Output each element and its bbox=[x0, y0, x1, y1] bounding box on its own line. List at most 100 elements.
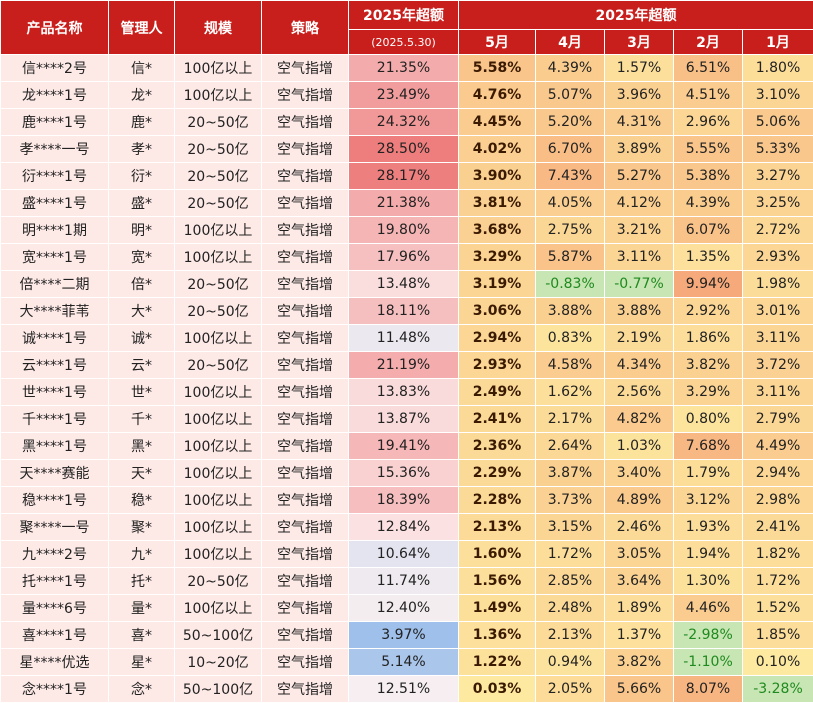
cell-jan-excess: 1.80% bbox=[743, 55, 813, 82]
cell-jan-excess: 1.52% bbox=[743, 595, 813, 622]
cell-apr-excess: 2.48% bbox=[536, 595, 605, 622]
cell-may-excess: 1.22% bbox=[459, 649, 536, 676]
cell-jan-excess: 2.98% bbox=[743, 487, 813, 514]
cell-manager: 鹿* bbox=[109, 109, 175, 136]
header-month-apr[interactable]: 4月 bbox=[536, 30, 605, 55]
cell-may-excess: 2.13% bbox=[459, 514, 536, 541]
cell-manager: 宽* bbox=[109, 244, 175, 271]
cell-ytd-excess: 21.38% bbox=[349, 190, 459, 217]
cell-jan-excess: 2.72% bbox=[743, 217, 813, 244]
cell-scale: 20~50亿 bbox=[175, 136, 262, 163]
cell-product-name: 诚****1号 bbox=[1, 325, 109, 352]
cell-strategy: 空气指增 bbox=[262, 514, 349, 541]
cell-apr-excess: 5.20% bbox=[536, 109, 605, 136]
cell-strategy: 空气指增 bbox=[262, 595, 349, 622]
cell-scale: 20~50亿 bbox=[175, 568, 262, 595]
cell-strategy: 空气指增 bbox=[262, 541, 349, 568]
cell-ytd-excess: 5.14% bbox=[349, 649, 459, 676]
cell-feb-excess: 1.94% bbox=[674, 541, 743, 568]
cell-may-excess: 3.81% bbox=[459, 190, 536, 217]
cell-mar-excess: 1.89% bbox=[605, 595, 674, 622]
cell-ytd-excess: 13.87% bbox=[349, 406, 459, 433]
cell-strategy: 空气指增 bbox=[262, 622, 349, 649]
cell-mar-excess: 4.82% bbox=[605, 406, 674, 433]
cell-mar-excess: 2.56% bbox=[605, 379, 674, 406]
cell-mar-excess: 2.19% bbox=[605, 325, 674, 352]
cell-scale: 20~50亿 bbox=[175, 352, 262, 379]
cell-apr-excess: 1.62% bbox=[536, 379, 605, 406]
cell-strategy: 空气指增 bbox=[262, 487, 349, 514]
cell-jan-excess: 2.93% bbox=[743, 244, 813, 271]
cell-manager: 喜* bbox=[109, 622, 175, 649]
cell-jan-excess: 3.10% bbox=[743, 82, 813, 109]
cell-apr-excess: 4.58% bbox=[536, 352, 605, 379]
cell-mar-excess: 5.66% bbox=[605, 676, 674, 703]
cell-apr-excess: 2.85% bbox=[536, 568, 605, 595]
cell-ytd-excess: 24.32% bbox=[349, 109, 459, 136]
cell-manager: 倍* bbox=[109, 271, 175, 298]
cell-jan-excess: 1.72% bbox=[743, 568, 813, 595]
cell-ytd-excess: 17.96% bbox=[349, 244, 459, 271]
cell-jan-excess: 3.11% bbox=[743, 325, 813, 352]
header-scale[interactable]: 规模 bbox=[175, 1, 262, 55]
cell-jan-excess: 3.27% bbox=[743, 163, 813, 190]
cell-feb-excess: 3.29% bbox=[674, 379, 743, 406]
cell-feb-excess: 4.46% bbox=[674, 595, 743, 622]
cell-manager: 云* bbox=[109, 352, 175, 379]
cell-strategy: 空气指增 bbox=[262, 406, 349, 433]
header-strategy[interactable]: 策略 bbox=[262, 1, 349, 55]
header-manager[interactable]: 管理人 bbox=[109, 1, 175, 55]
cell-feb-excess: 1.30% bbox=[674, 568, 743, 595]
cell-product-name: 龙****1号 bbox=[1, 82, 109, 109]
cell-strategy: 空气指增 bbox=[262, 352, 349, 379]
header-month-may[interactable]: 5月 bbox=[459, 30, 536, 55]
cell-strategy: 空气指增 bbox=[262, 379, 349, 406]
cell-mar-excess: 3.82% bbox=[605, 649, 674, 676]
cell-feb-excess: 9.94% bbox=[674, 271, 743, 298]
cell-manager: 明* bbox=[109, 217, 175, 244]
cell-apr-excess: 0.83% bbox=[536, 325, 605, 352]
cell-manager: 聚* bbox=[109, 514, 175, 541]
cell-ytd-excess: 15.36% bbox=[349, 460, 459, 487]
cell-mar-excess: -0.77% bbox=[605, 271, 674, 298]
header-month-feb[interactable]: 2月 bbox=[674, 30, 743, 55]
cell-may-excess: 3.19% bbox=[459, 271, 536, 298]
cell-product-name: 鹿****1号 bbox=[1, 109, 109, 136]
header-product-name[interactable]: 产品名称 bbox=[1, 1, 109, 55]
cell-product-name: 衍****1号 bbox=[1, 163, 109, 190]
cell-mar-excess: 5.27% bbox=[605, 163, 674, 190]
cell-ytd-excess: 28.17% bbox=[349, 163, 459, 190]
cell-product-name: 大****菲苇 bbox=[1, 298, 109, 325]
header-month-jan[interactable]: 1月 bbox=[743, 30, 813, 55]
cell-scale: 100亿以上 bbox=[175, 325, 262, 352]
cell-apr-excess: 5.87% bbox=[536, 244, 605, 271]
cell-mar-excess: 4.89% bbox=[605, 487, 674, 514]
cell-feb-excess: 0.80% bbox=[674, 406, 743, 433]
cell-feb-excess: 1.79% bbox=[674, 460, 743, 487]
cell-strategy: 空气指增 bbox=[262, 325, 349, 352]
header-month-mar[interactable]: 3月 bbox=[605, 30, 674, 55]
cell-feb-excess: 6.51% bbox=[674, 55, 743, 82]
cell-apr-excess: 3.73% bbox=[536, 487, 605, 514]
cell-manager: 稳* bbox=[109, 487, 175, 514]
cell-mar-excess: 3.96% bbox=[605, 82, 674, 109]
cell-product-name: 念****1号 bbox=[1, 676, 109, 703]
header-ytd-excess[interactable]: 2025年超额 bbox=[349, 1, 459, 30]
cell-feb-excess: -1.10% bbox=[674, 649, 743, 676]
cell-feb-excess: 1.35% bbox=[674, 244, 743, 271]
cell-jan-excess: 3.01% bbox=[743, 298, 813, 325]
cell-product-name: 信****2号 bbox=[1, 55, 109, 82]
cell-jan-excess: 1.98% bbox=[743, 271, 813, 298]
cell-may-excess: 3.90% bbox=[459, 163, 536, 190]
